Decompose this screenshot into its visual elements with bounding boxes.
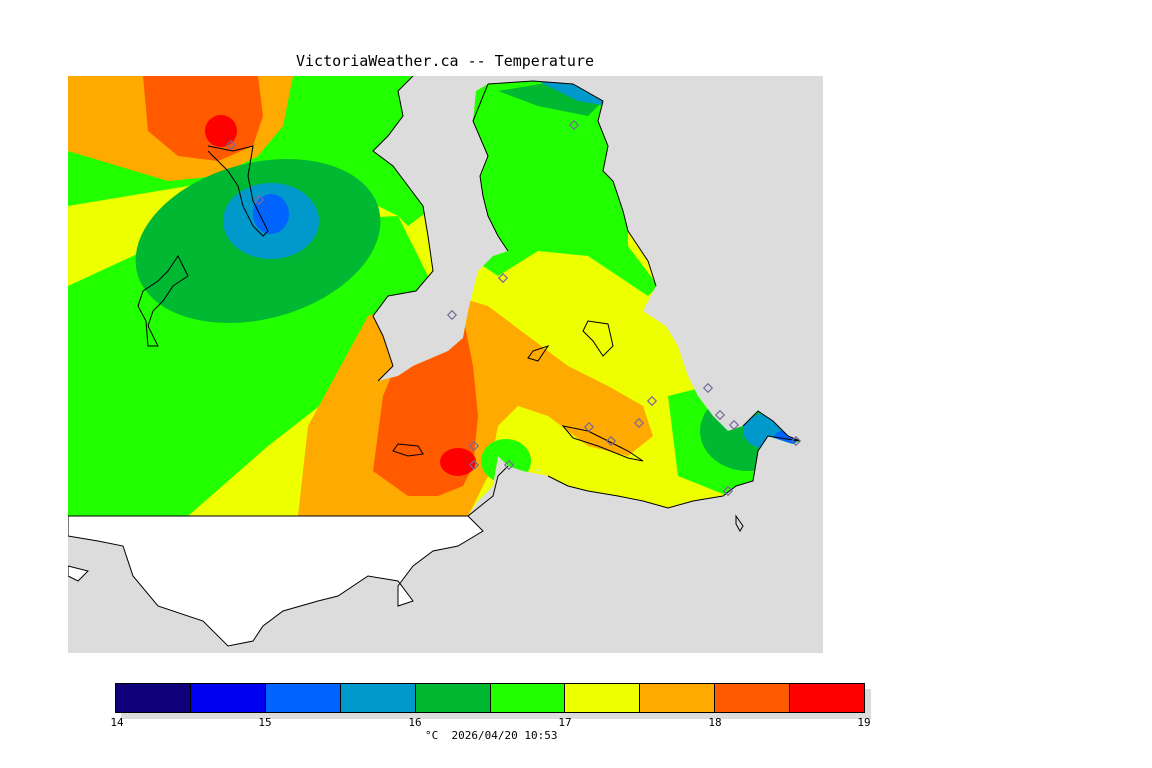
timestamp: 2026/04/20 10:53 xyxy=(451,729,558,742)
color-scale-cell xyxy=(490,684,566,712)
station-marker xyxy=(446,309,458,321)
station-marker xyxy=(503,459,515,471)
color-scale-cell xyxy=(565,684,641,712)
scale-tick: 16 xyxy=(408,716,422,729)
color-scale-cell xyxy=(340,684,416,712)
scale-tick: 18 xyxy=(708,716,722,729)
station-marker xyxy=(497,272,509,284)
color-scale-cell xyxy=(415,684,491,712)
station-marker xyxy=(646,395,658,407)
station-marker xyxy=(253,194,265,206)
temperature-map xyxy=(68,76,823,653)
scale-tick: 19 xyxy=(857,716,871,729)
scale-tick: 15 xyxy=(258,716,272,729)
color-scale-bar xyxy=(115,683,871,719)
station-marker xyxy=(702,382,714,394)
unit-label: °C xyxy=(425,729,439,742)
coastline xyxy=(137,76,801,532)
station-marker xyxy=(728,419,740,431)
station-marker xyxy=(468,440,480,452)
color-scale-cells xyxy=(115,683,865,713)
map-title: VictoriaWeather.ca -- Temperature xyxy=(295,52,594,70)
color-scale-cell xyxy=(640,684,716,712)
station-marker xyxy=(225,139,237,151)
color-scale-cell xyxy=(790,684,865,712)
station-markers xyxy=(225,119,802,497)
station-marker xyxy=(790,435,802,447)
station-marker xyxy=(583,421,595,433)
station-marker xyxy=(722,485,734,497)
scale-tick: 14 xyxy=(110,716,124,729)
color-scale-cell xyxy=(116,684,191,712)
station-marker xyxy=(568,119,580,131)
station-marker xyxy=(714,409,726,421)
color-scale-cell xyxy=(265,684,341,712)
no-data-land xyxy=(68,515,484,647)
color-scale-cell xyxy=(715,684,791,712)
station-marker xyxy=(633,417,645,429)
station-marker xyxy=(468,459,480,471)
color-scale-cell xyxy=(190,684,266,712)
footer-caption: °C 2026/04/20 10:53 xyxy=(425,729,557,742)
station-marker xyxy=(605,435,617,447)
scale-tick: 17 xyxy=(558,716,572,729)
